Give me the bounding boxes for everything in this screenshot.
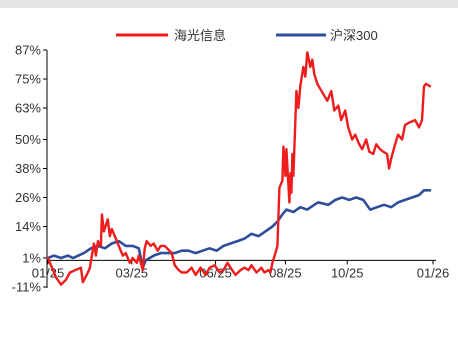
- y-tick-label: 14%: [15, 219, 41, 234]
- y-tick-label: 87%: [15, 43, 41, 58]
- x-tick-label: 03/25: [116, 265, 149, 280]
- y-tick-label: -11%: [12, 280, 42, 295]
- y-tick-label: 75%: [15, 72, 41, 87]
- y-tick-labels: 87% 75% 63% 50% 38% 26% 14% 1% -11%: [12, 43, 42, 295]
- x-tick-label: 01/25: [32, 265, 65, 280]
- y-tick-label: 38%: [15, 161, 41, 176]
- x-tick-label: 10/25: [331, 265, 364, 280]
- y-tick-label: 50%: [15, 132, 41, 147]
- legend-label-haiguang: 海光信息: [174, 28, 226, 43]
- axes: [43, 49, 436, 288]
- x-tick-labels: 01/25 03/25 06/25 08/25 10/25 01/26: [32, 265, 450, 280]
- y-tick-label: 26%: [15, 190, 41, 205]
- y-tick-label: 63%: [15, 101, 41, 116]
- series-line-haiguang: [46, 51, 432, 286]
- series-line-hs300: [46, 189, 432, 270]
- x-tick-label: 01/26: [417, 265, 450, 280]
- y-tick-label: 1%: [22, 250, 41, 265]
- series-lines: [46, 51, 432, 286]
- x-tick-label: 08/25: [269, 265, 302, 280]
- legend: 海光信息 沪深300: [116, 28, 378, 43]
- top-bar: [0, 0, 458, 8]
- legend-label-hs300: 沪深300: [330, 28, 378, 43]
